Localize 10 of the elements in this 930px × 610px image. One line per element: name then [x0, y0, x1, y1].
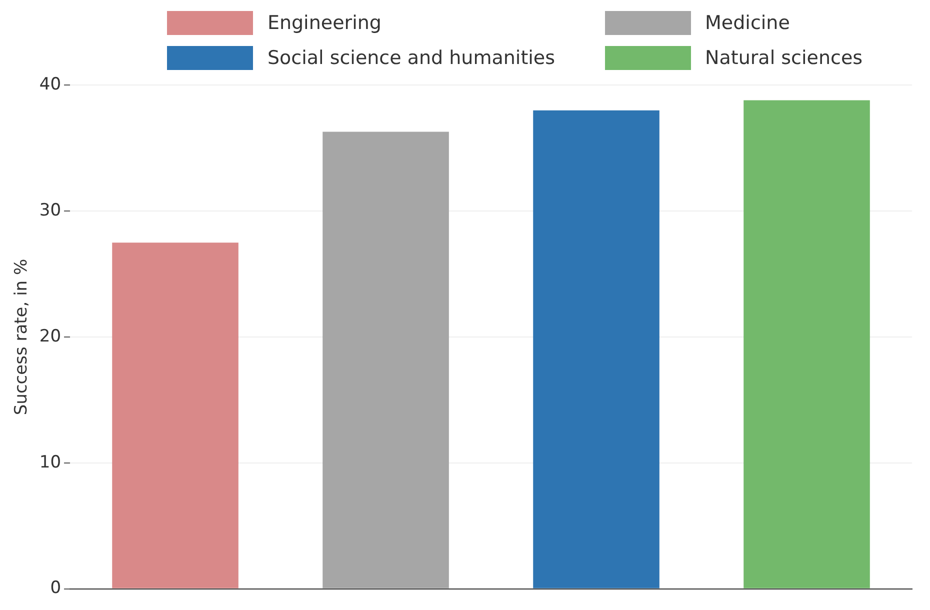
- y-tick-label: 30: [39, 200, 62, 221]
- y-tick-label: 10: [39, 452, 62, 472]
- legend-label: Social science and humanities: [267, 46, 556, 68]
- y-tick-label: 40: [39, 74, 62, 95]
- y-axis-title: Success rate, in %: [12, 258, 32, 416]
- legend-label: Medicine: [705, 12, 790, 34]
- y-tick-label: 20: [39, 326, 62, 346]
- y-tick-label: 0: [50, 578, 62, 598]
- legend-label: Engineering: [267, 12, 382, 34]
- legend-label: Natural sciences: [705, 46, 863, 68]
